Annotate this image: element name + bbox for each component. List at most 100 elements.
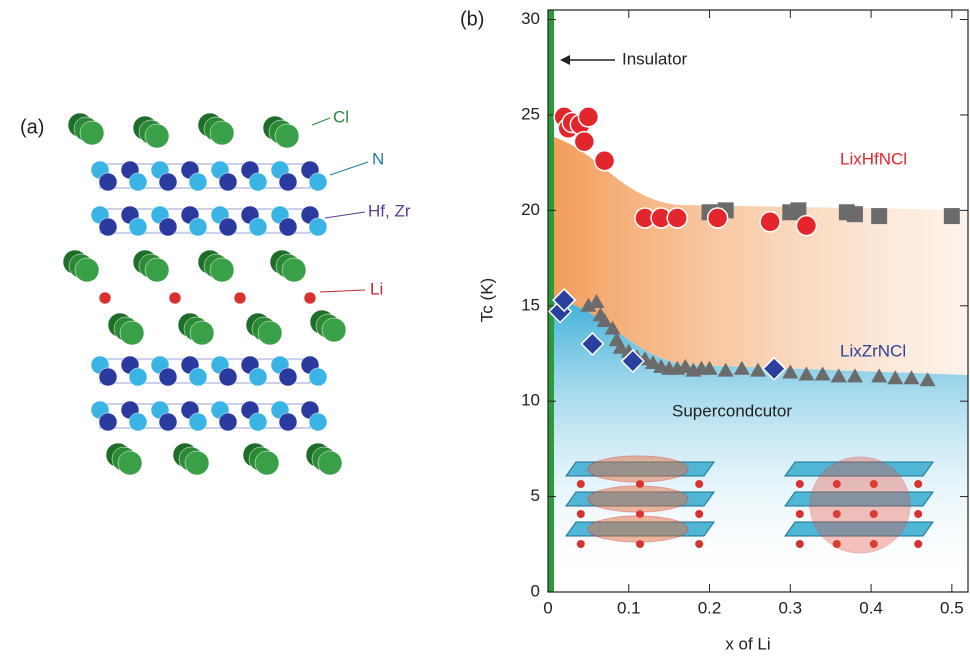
y-tick-label: 15 [521, 295, 540, 314]
marker [574, 132, 594, 152]
atom [80, 121, 104, 145]
atom [189, 368, 207, 386]
cooper-pair [588, 456, 688, 482]
li-ion [695, 540, 703, 548]
atom [99, 413, 117, 431]
atom [99, 368, 117, 386]
atom [309, 173, 327, 191]
li-ion [796, 510, 804, 518]
atom [279, 218, 297, 236]
cooper-pair [588, 516, 688, 542]
atom [129, 413, 147, 431]
li-ion [796, 480, 804, 488]
x-tick-label: 0.5 [940, 598, 964, 617]
y-tick-label: 25 [521, 104, 540, 123]
atom [279, 173, 297, 191]
marker [944, 208, 960, 224]
series-label: LixZrNCl [840, 341, 906, 360]
x-tick-label: 0.3 [778, 598, 802, 617]
atom [99, 218, 117, 236]
atom [210, 258, 234, 282]
atom [258, 321, 282, 345]
y-tick-label: 10 [521, 391, 540, 410]
x-tick-label: 0.2 [698, 598, 722, 617]
x-tick-label: 0 [543, 598, 552, 617]
atom-label: Hf, Zr [368, 201, 411, 220]
atom [318, 451, 342, 475]
atom [99, 292, 111, 304]
atom [255, 451, 279, 475]
atom [309, 218, 327, 236]
atom [159, 413, 177, 431]
atom [129, 368, 147, 386]
atom [145, 124, 169, 148]
marker [578, 107, 598, 127]
li-ion [577, 480, 585, 488]
y-axis-label: Tc (K) [477, 278, 496, 322]
atom [129, 218, 147, 236]
li-ion [914, 480, 922, 488]
x-tick-label: 0.1 [617, 598, 641, 617]
annotation: Supercondcutor [672, 401, 792, 420]
leader [325, 212, 365, 218]
marker [760, 212, 780, 232]
y-tick-label: 30 [521, 9, 540, 28]
marker [796, 216, 816, 236]
atom [189, 173, 207, 191]
marker [871, 208, 887, 224]
atom [190, 321, 214, 345]
atom [189, 413, 207, 431]
annotation: Insulator [622, 49, 688, 68]
leader [312, 118, 330, 125]
atom [159, 173, 177, 191]
y-tick-label: 5 [531, 486, 540, 505]
figure: (a) (b) Cl N Hf, Zr Li 00.10.20.30.40.50… [0, 0, 970, 656]
atom-label: Cl [333, 107, 349, 126]
atom [279, 368, 297, 386]
li-ion [796, 540, 804, 548]
series-label: LixHfNCl [840, 149, 907, 168]
li-ion [914, 510, 922, 518]
atom [275, 124, 299, 148]
li-ion [914, 540, 922, 548]
atom [210, 121, 234, 145]
panel-label: (a) [20, 116, 44, 138]
marker [708, 208, 728, 228]
cooper-pair [810, 457, 910, 553]
atom [169, 292, 181, 304]
atom [75, 258, 99, 282]
atom [249, 368, 267, 386]
atom [309, 368, 327, 386]
atom [118, 451, 142, 475]
arrow-head [560, 55, 570, 65]
atom [159, 218, 177, 236]
atom [279, 413, 297, 431]
atom [120, 321, 144, 345]
atom [249, 218, 267, 236]
atom [282, 258, 306, 282]
x-tick-label: 0.4 [859, 598, 883, 617]
atom [219, 173, 237, 191]
y-tick-label: 20 [521, 200, 540, 219]
atom [145, 258, 169, 282]
atom [234, 292, 246, 304]
li-ion [695, 510, 703, 518]
crystal-structure [63, 113, 368, 475]
atom [99, 173, 117, 191]
atom [185, 451, 209, 475]
atom [249, 413, 267, 431]
li-ion [577, 510, 585, 518]
atom [249, 173, 267, 191]
atom [159, 368, 177, 386]
atom [309, 413, 327, 431]
atom [129, 173, 147, 191]
atom [219, 413, 237, 431]
atom [219, 218, 237, 236]
leader [330, 162, 368, 175]
marker [595, 151, 615, 171]
x-axis-label: x of Li [725, 634, 770, 653]
atom [189, 218, 207, 236]
atom [219, 368, 237, 386]
li-ion [695, 480, 703, 488]
